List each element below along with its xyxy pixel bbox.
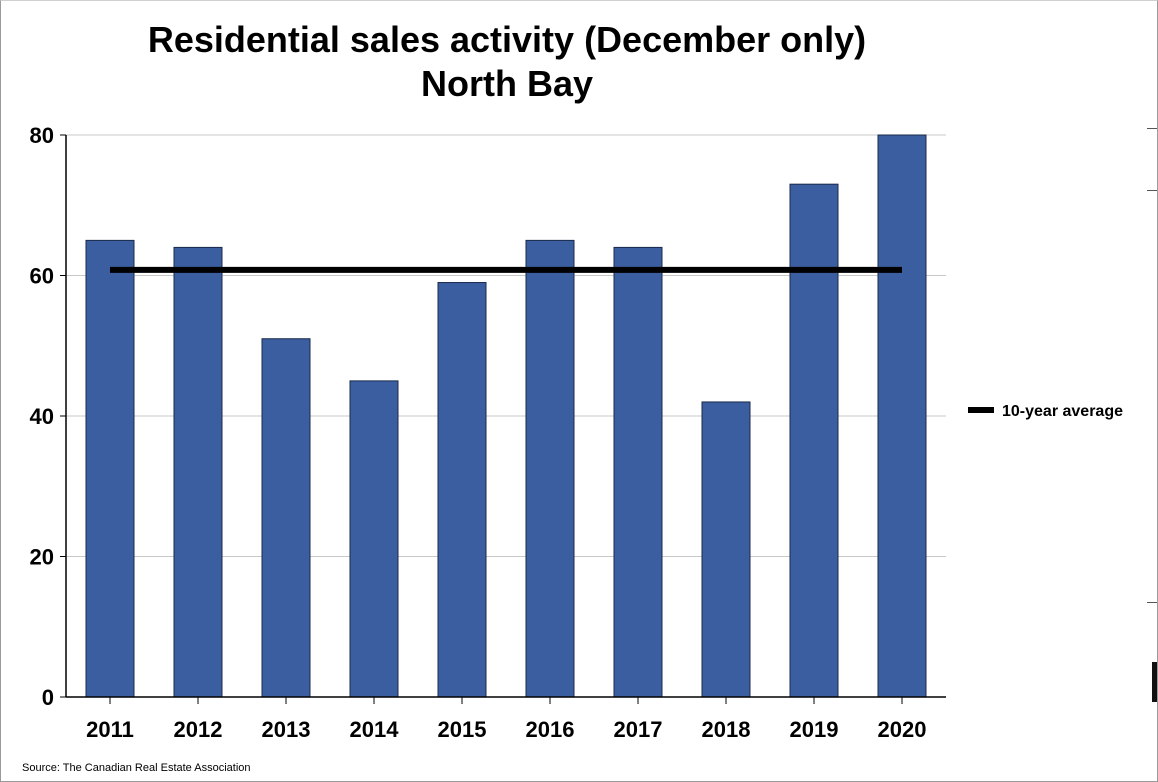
bar xyxy=(613,246,663,698)
bar xyxy=(173,246,223,698)
bar xyxy=(437,282,487,698)
bar xyxy=(877,134,927,698)
x-tick-label: 2017 xyxy=(614,717,663,742)
x-tick-label: 2016 xyxy=(526,717,575,742)
edge-tick xyxy=(1147,128,1157,129)
legend: 10-year average xyxy=(968,403,1123,420)
edge-mark-dark xyxy=(1152,662,1157,702)
bar xyxy=(789,183,839,698)
x-tick-label: 2019 xyxy=(790,717,839,742)
source-note: Source: The Canadian Real Estate Associa… xyxy=(22,762,251,774)
chart-subtitle: North Bay xyxy=(420,63,594,104)
bar xyxy=(261,338,311,698)
legend-label: 10-year average xyxy=(1002,403,1123,420)
y-tick-label: 80 xyxy=(30,123,54,148)
bar xyxy=(525,239,575,698)
x-tick-label: 2015 xyxy=(438,717,487,742)
bar-layer xyxy=(85,134,927,698)
x-tick-label: 2013 xyxy=(262,717,311,742)
x-tick-label: 2014 xyxy=(350,717,400,742)
chart-title-block: Residential sales activity (December onl… xyxy=(0,18,1014,106)
y-tick-label: 60 xyxy=(30,264,54,289)
bar xyxy=(349,380,399,698)
x-tick-label: 2020 xyxy=(878,717,927,742)
chart-title: Residential sales activity (December onl… xyxy=(147,19,867,60)
y-tick-label: 0 xyxy=(42,685,54,710)
y-tick-label: 40 xyxy=(30,404,54,429)
x-tick-label: 2011 xyxy=(86,717,134,742)
edge-tick xyxy=(1147,602,1157,603)
axis-layer: 0 20 40 60 80 2011 2012 2013 2014 2015 2016 2017 201… xyxy=(30,123,946,742)
y-tick-label: 20 xyxy=(30,545,54,570)
x-tick-label: 2018 xyxy=(702,717,751,742)
edge-tick xyxy=(1147,190,1157,191)
x-tick-label: 2012 xyxy=(174,717,223,742)
bar xyxy=(701,401,751,698)
bar xyxy=(85,239,135,698)
